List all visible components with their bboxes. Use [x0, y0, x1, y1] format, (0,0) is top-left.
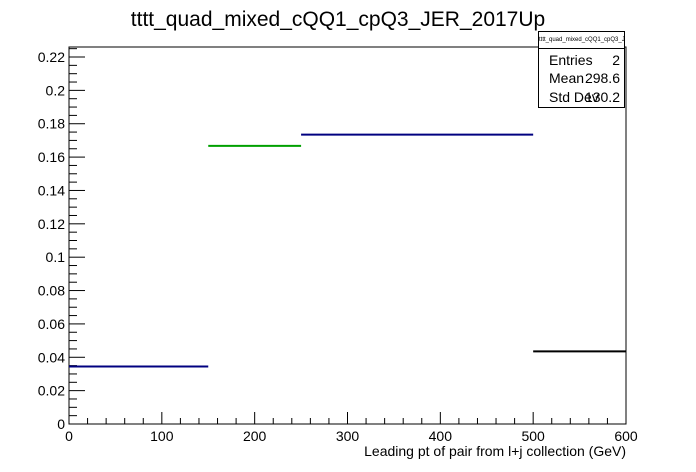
histogram-bins: [69, 133, 626, 368]
x-tick-label: 600: [614, 428, 638, 444]
x-axis-ticks: 0 100 200 300 400 500 600: [65, 412, 638, 444]
chart-title: tttt_quad_mixed_cQQ1_cpQ3_JER_2017Up: [131, 8, 545, 31]
x-axis-label: Leading pt of pair from l+j collection (…: [364, 443, 626, 459]
y-tick-label: 0.2: [46, 82, 66, 98]
stats-title: tttt_quad_mixed_cQQ1_cpQ3_JER_2017Up: [539, 32, 624, 49]
y-tick-label: 0.02: [38, 383, 65, 399]
y-tick-label: 0.14: [38, 182, 65, 198]
y-tick-label: 0.1: [46, 249, 66, 265]
stats-entries-row: Entries 2: [539, 51, 624, 69]
stats-entries-label: Entries: [549, 52, 593, 68]
y-axis-ticks: 0 0.02 0.04 0.06 0.08 0.1 0.12 0.14 0.16 0.18 0.2 0…: [38, 48, 85, 432]
stats-mean-row: Mean 298.6: [539, 69, 624, 87]
y-tick-label: 0.18: [38, 116, 65, 132]
stats-entries-value: 2: [612, 52, 620, 68]
y-tick-label: 0.08: [38, 283, 65, 299]
stats-box: tttt_quad_mixed_cQQ1_cpQ3_JER_2017Up Ent…: [538, 31, 625, 108]
x-tick-label: 500: [521, 428, 545, 444]
stats-stddev-row: Std Dev 130.2: [539, 88, 624, 106]
stats-mean-value: 298.6: [584, 70, 620, 86]
y-tick-label: 0.06: [38, 316, 65, 332]
y-tick-label: 0: [57, 416, 65, 432]
y-tick-label: 0.16: [38, 149, 65, 165]
y-tick-label: 0.04: [38, 349, 65, 365]
x-tick-label: 100: [150, 428, 174, 444]
x-tick-label: 200: [243, 428, 267, 444]
y-tick-label: 0.22: [38, 49, 65, 65]
x-tick-label: 0: [65, 428, 73, 444]
x-tick-label: 300: [336, 428, 360, 444]
stats-stddev-label: Std Dev: [549, 89, 599, 105]
x-tick-label: 400: [429, 428, 453, 444]
stats-stddev-value: 130.2: [584, 89, 620, 105]
stats-mean-label: Mean: [549, 70, 585, 86]
y-tick-label: 0.12: [38, 216, 65, 232]
